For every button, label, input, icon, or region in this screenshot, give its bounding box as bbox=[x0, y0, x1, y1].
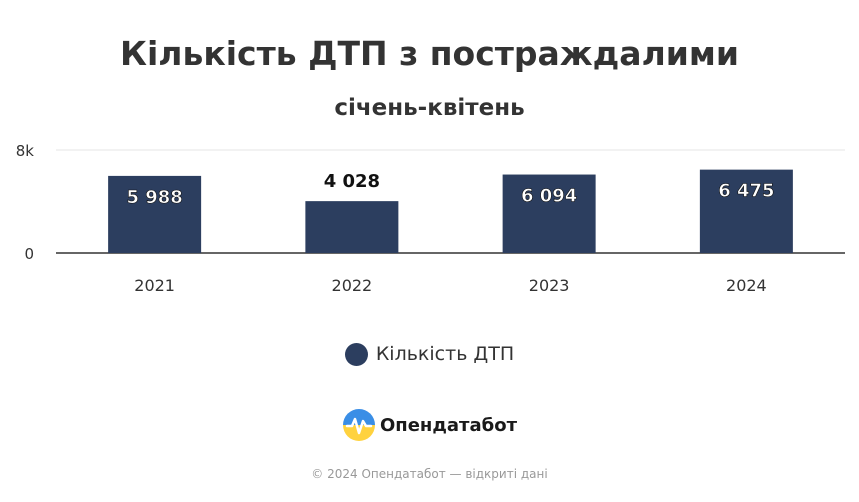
bar-chart: 0 8k 5 988 2021 4 028 2022 6 094 2023 6 475 2024 bbox=[16, 142, 845, 295]
bar bbox=[305, 201, 399, 253]
y-tick-label: 8k bbox=[16, 142, 35, 160]
y-tick-label: 0 bbox=[24, 245, 34, 263]
x-tick-label: 2023 bbox=[529, 276, 570, 295]
data-label: 5 988 bbox=[126, 187, 182, 208]
footer-copyright: © 2024 Опендатабот — відкриті дані bbox=[311, 467, 548, 481]
legend-label: Кількість ДТП bbox=[375, 343, 515, 365]
chart-title: Кількість ДТП з постраждалими bbox=[120, 34, 739, 73]
bar bbox=[699, 169, 793, 253]
chart-subtitle: січень-квітень bbox=[334, 95, 525, 121]
bar bbox=[108, 175, 202, 253]
x-tick-label: 2024 bbox=[726, 276, 767, 295]
data-label: 6 475 bbox=[718, 181, 774, 202]
opendatabot-logo-icon bbox=[342, 409, 375, 441]
logo-text: Опендатабот bbox=[379, 414, 517, 436]
logo: Опендатабот bbox=[0, 407, 859, 443]
data-label: 6 094 bbox=[521, 186, 577, 207]
x-tick-label: 2022 bbox=[332, 276, 373, 295]
bar bbox=[502, 174, 596, 253]
legend-swatch bbox=[344, 342, 368, 366]
data-label: 4 028 bbox=[324, 171, 380, 192]
legend[interactable]: Кількість ДТП bbox=[0, 339, 859, 369]
x-tick-label: 2021 bbox=[134, 276, 175, 295]
